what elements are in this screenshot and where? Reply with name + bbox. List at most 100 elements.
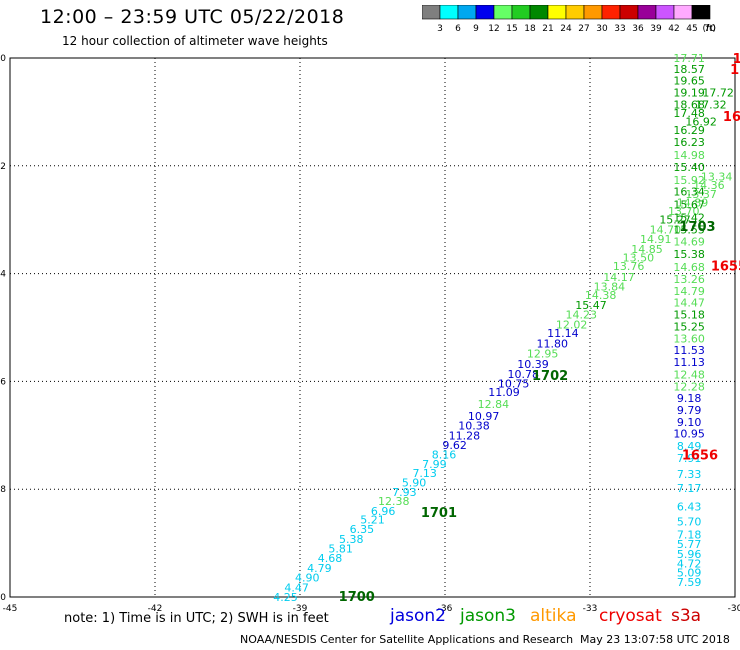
legend-label: 70 — [704, 24, 716, 34]
wave-height-value: 10.38 — [458, 420, 490, 433]
wave-height-value: 15.42 — [673, 212, 705, 225]
wave-height-value: 9.18 — [677, 392, 702, 405]
wave-height-value: 7.99 — [422, 458, 447, 471]
lat-tick-label: -46 — [0, 377, 6, 387]
wave-height-value: 7.18 — [677, 528, 702, 541]
wave-height-value: 17.72 — [702, 86, 734, 99]
lon-tick-label: -39 — [293, 604, 308, 614]
legend-unit: (ft) — [702, 24, 716, 34]
wave-height-value: 13.26 — [673, 273, 705, 286]
generated-timestamp: May 23 13:07:58 UTC 2018 — [580, 633, 730, 646]
lon-tick-label: -30 — [728, 604, 740, 614]
wave-height-value: 6.96 — [371, 505, 396, 518]
wave-height-value: 17.48 — [673, 107, 705, 120]
wave-height-value: 15.18 — [673, 309, 705, 322]
lat-tick-label: -44 — [0, 270, 6, 280]
wave-height-value: 13.34 — [701, 171, 733, 184]
satellite-label-jason2: jason2 — [390, 606, 446, 626]
wave-height-value: 11.09 — [488, 386, 520, 399]
wave-height-value: 5.09 — [677, 567, 702, 580]
wave-height-value: 8.49 — [677, 440, 702, 453]
pass-time-label: 1701 — [421, 506, 457, 521]
wave-height-value: 5.90 — [402, 477, 427, 490]
wave-height-value: 17.71 — [673, 52, 705, 65]
pass-time-label: 16 — [733, 52, 740, 67]
legend-label: 39 — [650, 24, 662, 34]
wave-height-value: 16.92 — [685, 116, 717, 129]
wave-height-value: 12.28 — [673, 380, 705, 393]
legend-label: 15 — [506, 24, 517, 34]
wave-height-value: 15.67 — [673, 199, 705, 212]
wave-height-value: 11.13 — [673, 356, 705, 369]
wave-height-value: 13.76 — [613, 260, 645, 273]
wave-height-value: 6.43 — [677, 500, 702, 513]
legend-label: 33 — [614, 24, 625, 34]
lat-tick-label: -48 — [0, 485, 6, 495]
wave-height-value: 5.38 — [339, 533, 364, 546]
lon-tick-label: -33 — [583, 604, 598, 614]
wave-height-value: 5.21 — [360, 513, 385, 526]
wave-height-value: 19.65 — [673, 75, 705, 88]
legend-label: 42 — [668, 24, 679, 34]
satellite-label-jason3: jason3 — [460, 606, 516, 626]
wave-height-value: 7.91 — [677, 452, 702, 465]
credit-line: NOAA/NESDIS Center for Satellite Applica… — [240, 633, 574, 646]
satellite-label-s3a: s3a — [671, 606, 702, 626]
wave-height-value: 4.79 — [307, 562, 332, 575]
wave-height-value: 9.10 — [677, 416, 702, 429]
wave-height-value: 4.47 — [284, 581, 309, 594]
wave-height-value: 5.77 — [677, 538, 702, 551]
map-subtitle: 12 hour collection of altimeter wave hei… — [62, 34, 328, 48]
wave-height-value: 15.27 — [659, 214, 691, 227]
altimeter-tracks: 4.254.474.904.794.685.815.386.355.216.96… — [273, 52, 740, 605]
wave-height-value: 16.34 — [673, 186, 705, 199]
wave-height-value: 12.95 — [527, 347, 559, 360]
pass-time-label: 1702 — [532, 369, 568, 384]
legend-label: 45 — [686, 24, 697, 34]
map-title: 12:00 – 23:59 UTC 05/22/2018 — [40, 6, 345, 28]
wave-height-value: 10.78 — [508, 368, 540, 381]
lat-tick-label: -50 — [0, 593, 6, 603]
wave-height-value: 9.79 — [677, 404, 702, 417]
wave-height-value: 14.69 — [673, 235, 705, 248]
wave-height-value: 7.93 — [392, 486, 417, 499]
lon-tick-label: -36 — [438, 604, 453, 614]
wave-height-value: 7.59 — [677, 576, 702, 589]
pass-time-label: 1655 — [711, 260, 740, 275]
wave-height-value: 12.02 — [556, 318, 588, 331]
wave-height-value: 14.17 — [603, 271, 635, 284]
wave-height-value: 9.62 — [442, 439, 467, 452]
wave-height-value: 4.90 — [295, 572, 320, 585]
wave-height-value: 13.60 — [673, 332, 705, 345]
wave-height-value: 10.97 — [468, 410, 500, 423]
wave-height-value: 15.92 — [673, 174, 705, 187]
wave-height-value: 4.72 — [677, 558, 702, 571]
wave-height-value: 14.89 — [677, 196, 709, 209]
lat-tick-label: -42 — [0, 162, 6, 172]
legend-swatch — [691, 5, 711, 20]
legend-label: 9 — [473, 24, 479, 34]
wave-height-value: 5.96 — [677, 548, 702, 561]
color-legend: 3 6 9 12 15 18 21 24 27 30 33 36 39 42 45 70(ft) — [422, 5, 716, 34]
wave-height-value: 19.19 — [673, 86, 705, 99]
wave-height-value: 4.68 — [318, 552, 343, 565]
legend-label: 27 — [578, 24, 589, 34]
wave-height-value: 13.84 — [594, 281, 626, 294]
wave-height-value: 14.79 — [673, 285, 705, 298]
wave-height-value: 14.23 — [566, 309, 598, 322]
wave-height-value: 6.35 — [350, 523, 375, 536]
wave-height-value: 13.37 — [685, 188, 717, 201]
wave-height-value: 14.47 — [673, 297, 705, 310]
pass-time-label: 1656 — [682, 449, 718, 464]
wave-height-value: 11.53 — [673, 344, 705, 357]
pass-time-label: 16 — [730, 63, 740, 78]
pass-time-label: 1703 — [679, 220, 715, 235]
wave-height-value: 13.50 — [623, 251, 655, 264]
legend-label: 3 — [437, 24, 443, 34]
wave-height-value: 14.91 — [640, 233, 672, 246]
wave-height-value: 11.28 — [449, 429, 481, 442]
legend-label: 30 — [596, 24, 608, 34]
wave-height-value: 15.47 — [575, 299, 607, 312]
wave-height-value: 15.55 — [673, 223, 705, 236]
